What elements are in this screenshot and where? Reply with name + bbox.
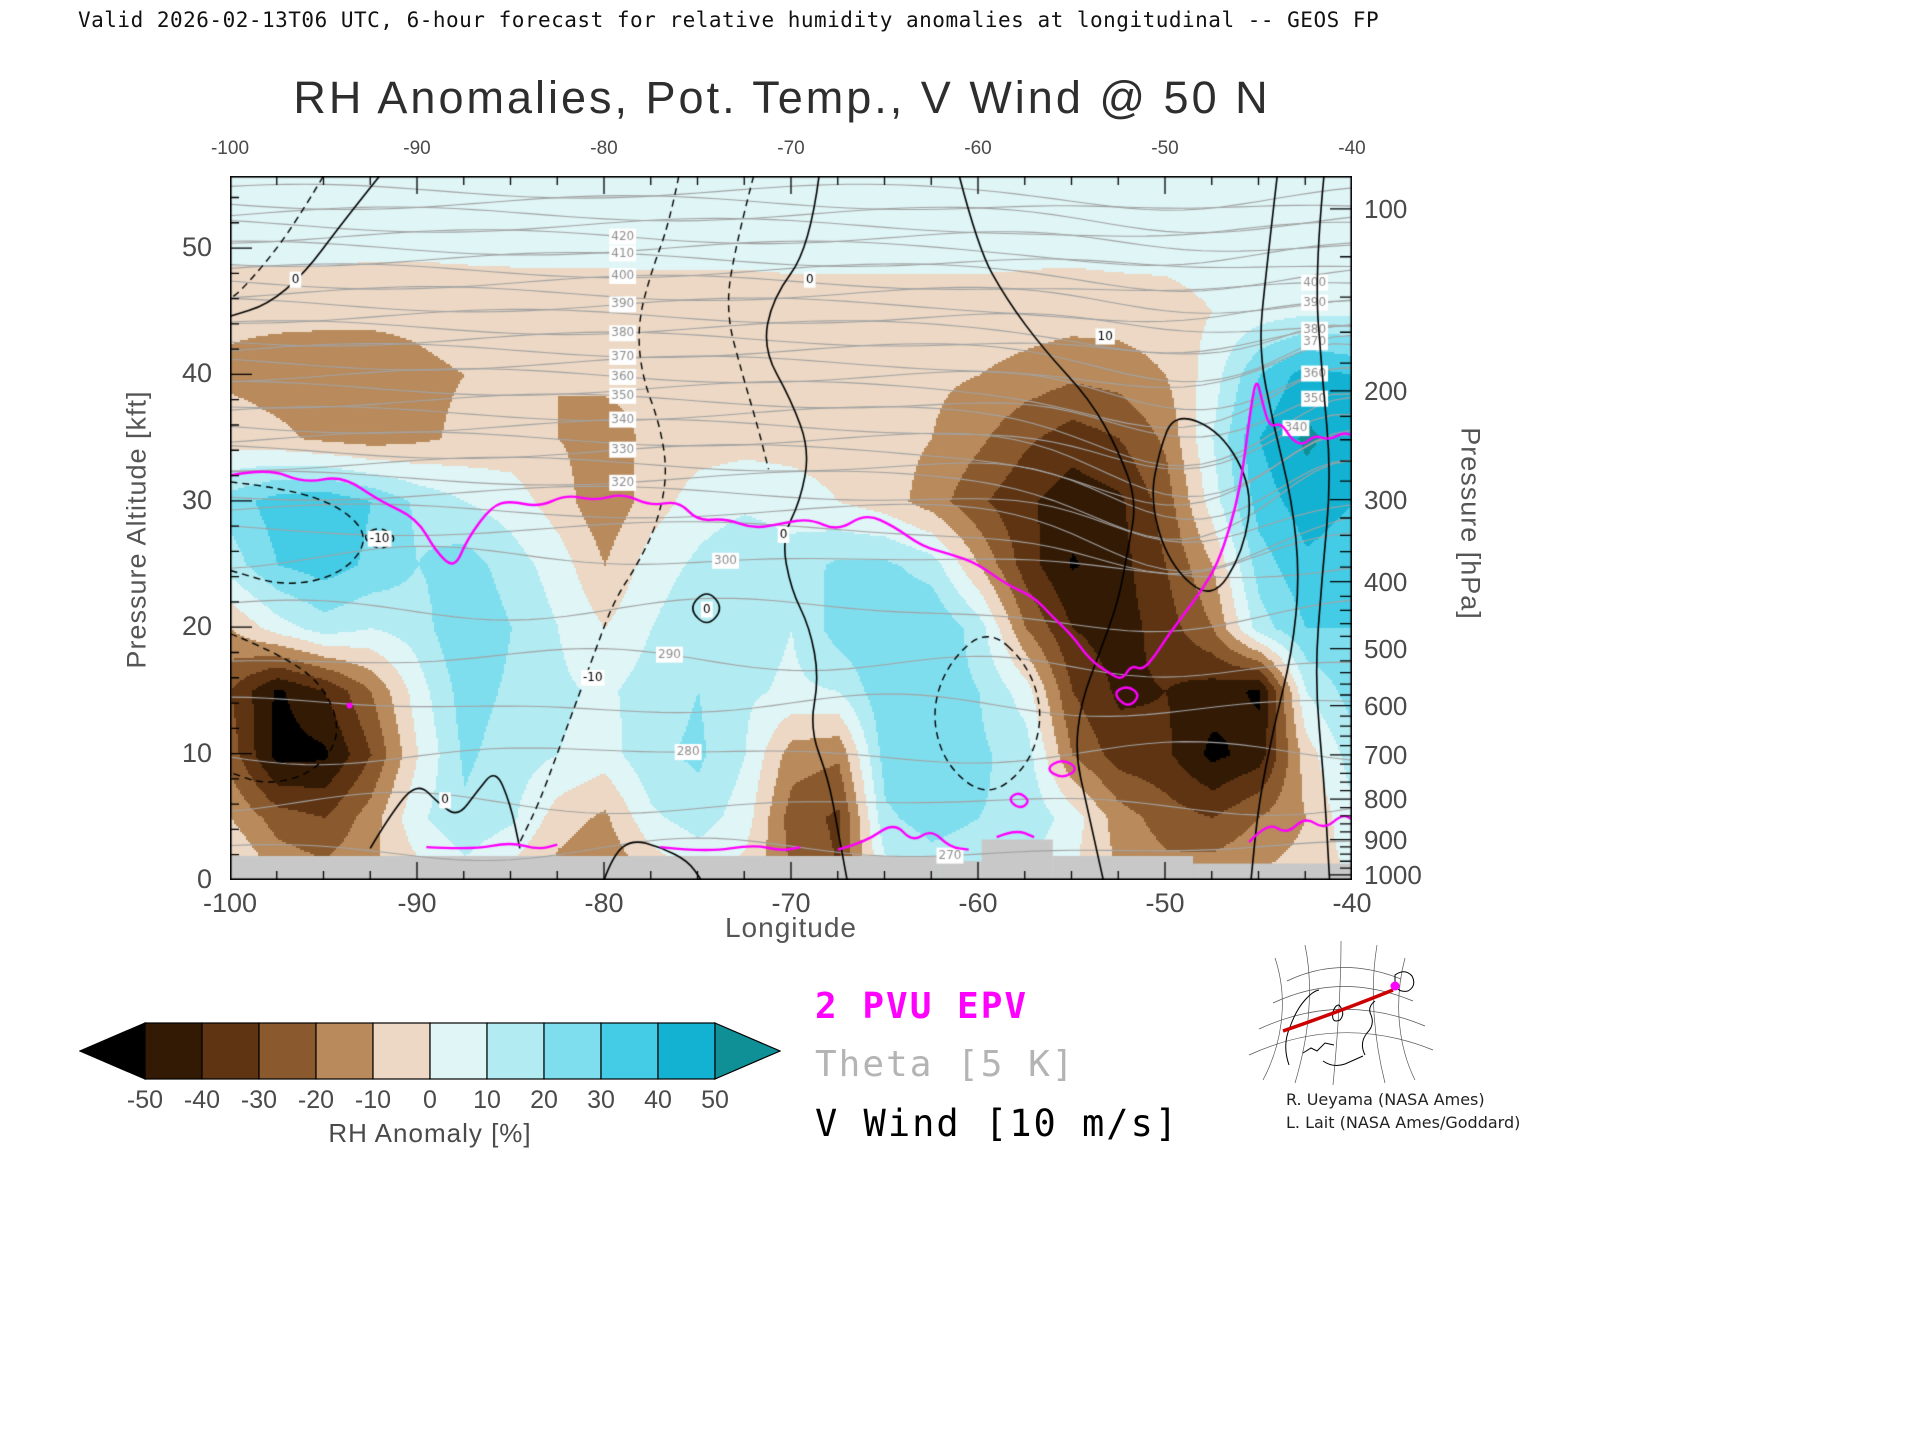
x-tick-label: -60 [958,888,998,918]
colorbar-label: RH Anomaly [%] [328,1118,532,1148]
x-tick-label: -80 [584,888,624,918]
pressure-tick-label: 800 [1364,784,1408,815]
pressure-tick-label: 700 [1364,739,1408,770]
y-left-tick-label: 20 [181,611,212,642]
colorbar-tick-label: -10 [354,1086,392,1114]
x-tick-label-top: -90 [403,138,431,159]
map-inset-globe [1248,940,1434,1086]
y-left-tick-label: 10 [181,737,212,768]
colorbar-tick-label: 40 [644,1086,672,1114]
map-location-dot [1390,981,1400,991]
colorbar-arrow [714,1022,782,1080]
colorbar-segment [201,1022,260,1080]
pressure-tick-label: 200 [1364,375,1408,406]
pressure-tick-label: 600 [1364,690,1408,721]
credit-line-2: L. Lait (NASA Ames/Goddard) [1286,1113,1521,1132]
colorbar-segment [486,1022,545,1080]
x-tick-label: -90 [397,888,437,918]
valid-timestamp-line: Valid 2026-02-13T06 UTC, 6-hour forecast… [78,8,1380,32]
credits: R. Ueyama (NASA Ames) L. Lait (NASA Ames… [1286,1088,1520,1134]
legend-v-wind: V Wind [10 m/s] [815,1102,1180,1145]
colorbar-tick-label: -20 [297,1086,335,1114]
colorbar-swatches [78,1022,782,1080]
map-graticule [1248,940,1434,1086]
colorbar-tick-label: -30 [240,1086,278,1114]
x-tick-label: -100 [202,888,258,918]
colorbar-tick-label: 20 [530,1086,558,1114]
x-tick-label-top: -40 [1338,138,1366,159]
y-left-tick-label: 50 [181,232,212,263]
colorbar-segment [543,1022,602,1080]
y-left-tick-label: 30 [181,484,212,515]
legend-theta: Theta [5 K] [815,1044,1076,1085]
colorbar-tick-label: 30 [587,1086,615,1114]
x-tick-label: -70 [771,888,811,918]
figure-title: RH Anomalies, Pot. Temp., V Wind @ 50 N [293,72,1271,123]
colorbar-segment [144,1022,203,1080]
cross-section-canvas [230,176,1352,880]
colorbar-tick-label: 10 [473,1086,501,1114]
y-left-axis-title: Pressure Altitude [kft] [121,390,152,669]
colorbar-tick-label: -40 [183,1086,221,1114]
y-left-tick-label: 0 [196,864,212,894]
colorbar-segment [657,1022,716,1080]
colorbar-segment [600,1022,659,1080]
colorbar-ticks: -50 -40 -30 -20 -10 0 10 20 30 40 50 [79,1086,781,1116]
pressure-tick-label: 400 [1364,566,1408,597]
legend-pv-epv: 2 PVU EPV [815,986,1029,1027]
pressure-tick-label: 900 [1364,824,1408,855]
colorbar-tick-label: 0 [423,1086,437,1114]
colorbar-tick-label: -50 [126,1086,164,1114]
x-tick-label-top: -100 [210,138,250,159]
credit-line-1: R. Ueyama (NASA Ames) [1286,1090,1485,1109]
pressure-tick-label: 500 [1364,633,1408,664]
x-tick-label-top: -50 [1151,138,1179,159]
x-tick-label-top: -80 [590,138,618,159]
y-right-axis-title: Pressure [hPa] [1455,427,1486,620]
colorbar-tick-label: 50 [701,1086,729,1114]
pressure-tick-label: 1000 [1364,859,1422,890]
colorbar-segment [258,1022,317,1080]
x-axis-title: Longitude [724,912,857,943]
x-tick-label: -50 [1145,888,1185,918]
x-tick-label-top: -70 [777,138,805,159]
colorbar: -50 -40 -30 -20 -10 0 10 20 30 40 50 RH Anomaly [%… [78,1022,782,1162]
legend: 2 PVU EPV Theta [5 K] V Wind [10 m/s] [815,986,1235,1176]
map-inset [1243,933,1439,1091]
map-cross-section-track [1282,988,1394,1033]
colorbar-segment [372,1022,431,1080]
pressure-tick-label: 100 [1364,193,1408,224]
colorbar-segment [429,1022,488,1080]
colorbar-segment [315,1022,374,1080]
x-tick-label: -40 [1332,888,1372,918]
pressure-tick-label: 300 [1364,484,1408,515]
plot-area [230,176,1352,880]
x-tick-label-top: -60 [964,138,992,159]
y-left-tick-label: 40 [181,358,212,389]
colorbar-arrow [78,1022,146,1080]
